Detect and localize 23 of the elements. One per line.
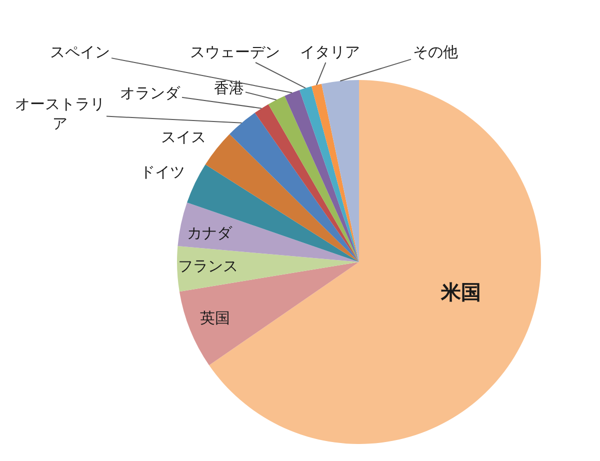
pie-slice (268, 96, 359, 262)
slice-label: イタリア (300, 43, 360, 61)
slice-label: 米国 (440, 280, 481, 304)
pie-slice (254, 104, 359, 262)
pie-slice (177, 246, 359, 292)
slice-label: オーストラリア (15, 95, 105, 132)
slice-label: オランダ (120, 84, 181, 102)
pie-slice (179, 262, 359, 366)
slice-label: スイス (161, 128, 206, 146)
pie-slice (178, 202, 359, 262)
slice-label: カナダ (187, 224, 233, 242)
slice-label: ドイツ (140, 163, 185, 181)
pie-slice (300, 86, 359, 262)
slice-label: スウェーデン (190, 43, 280, 61)
slice-label: 英国 (200, 309, 230, 327)
slice-label: 香港 (214, 79, 244, 97)
pie-slice (312, 84, 359, 262)
slice-label: スペイン (50, 43, 110, 61)
slice-label: フランス (178, 257, 238, 275)
pie-slice (187, 164, 359, 262)
pie-slice (284, 90, 359, 262)
pie-slice (322, 80, 359, 262)
slice-label: その他 (413, 43, 458, 61)
